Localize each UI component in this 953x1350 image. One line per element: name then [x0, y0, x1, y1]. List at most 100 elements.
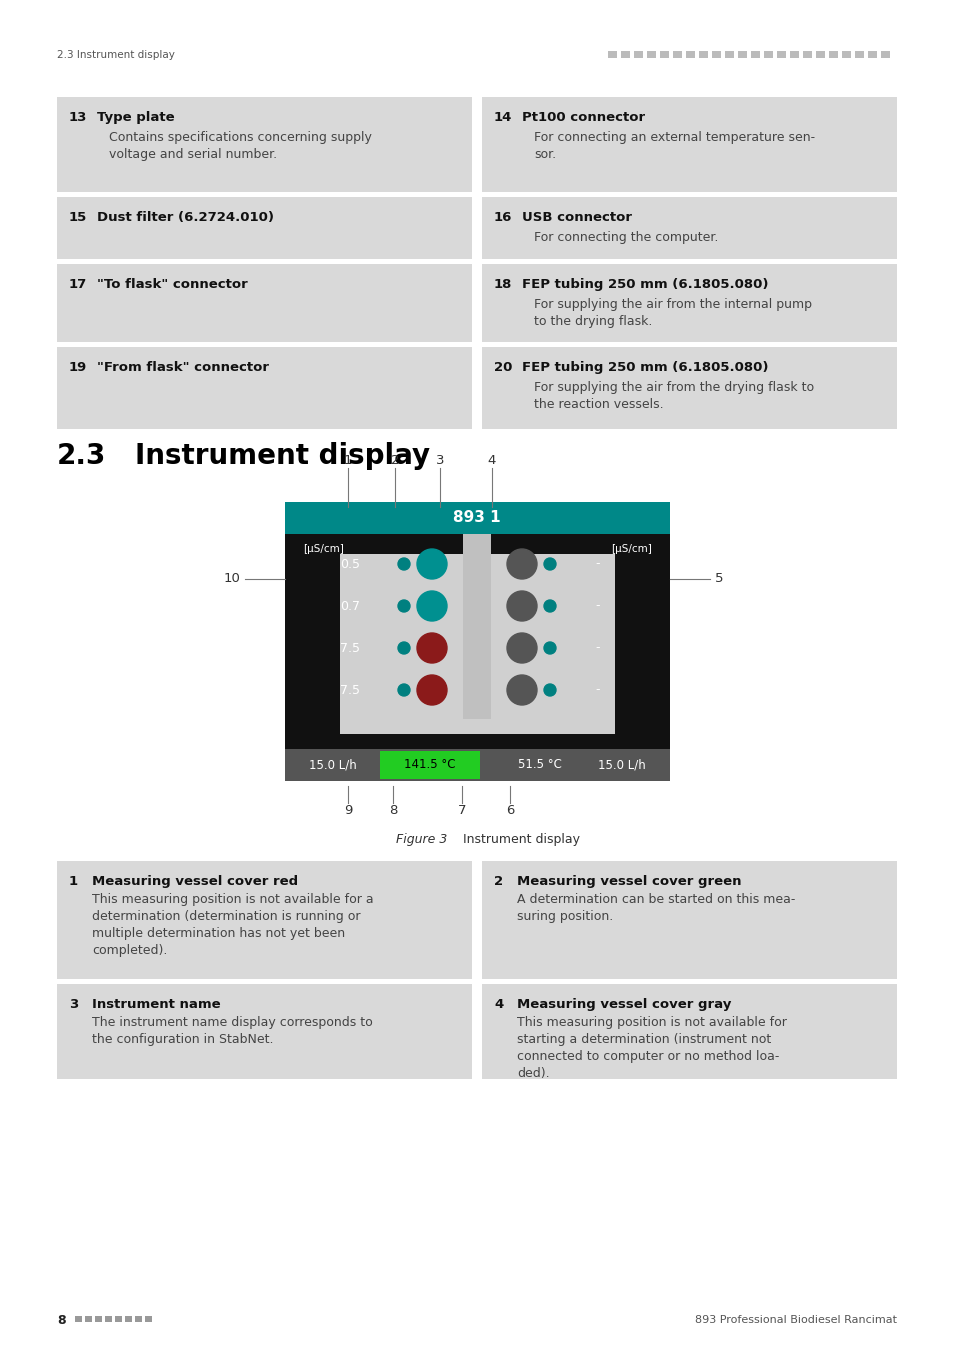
Text: Measuring vessel cover gray: Measuring vessel cover gray: [517, 998, 731, 1011]
Text: 5: 5: [714, 572, 722, 586]
Bar: [57, 97, 472, 192]
Circle shape: [397, 558, 410, 570]
Text: Figure 3: Figure 3: [395, 833, 447, 845]
Bar: [85, 1316, 91, 1322]
Bar: [57, 984, 472, 1079]
Bar: [57, 861, 472, 979]
Text: 19: 19: [69, 360, 87, 374]
Text: the reaction vessels.: the reaction vessels.: [534, 398, 663, 410]
Text: -: -: [595, 558, 599, 571]
Bar: [95, 1316, 102, 1322]
Bar: [763, 51, 772, 58]
Bar: [789, 51, 799, 58]
Bar: [724, 51, 733, 58]
Text: 4: 4: [487, 454, 496, 467]
Bar: [672, 51, 681, 58]
Text: -: -: [595, 641, 599, 655]
Text: For supplying the air from the internal pump: For supplying the air from the internal …: [534, 298, 811, 311]
Text: Type plate: Type plate: [97, 111, 174, 124]
Text: 15.0 L/h: 15.0 L/h: [598, 759, 645, 771]
Text: 15.0 L/h: 15.0 L/h: [309, 759, 356, 771]
Text: 3: 3: [69, 998, 78, 1011]
Text: "From flask" connector: "From flask" connector: [97, 360, 269, 374]
Text: 2.3: 2.3: [57, 441, 107, 470]
Bar: [379, 751, 479, 779]
Circle shape: [416, 675, 447, 705]
Circle shape: [397, 643, 410, 653]
Bar: [135, 1316, 142, 1322]
Text: Contains specifications concerning supply: Contains specifications concerning suppl…: [109, 131, 372, 144]
Bar: [285, 502, 669, 535]
Bar: [841, 51, 850, 58]
Text: voltage and serial number.: voltage and serial number.: [109, 148, 276, 161]
Bar: [57, 347, 472, 429]
Text: sor.: sor.: [534, 148, 556, 161]
Text: Pt100 connector: Pt100 connector: [521, 111, 644, 124]
Text: 1: 1: [343, 454, 352, 467]
Text: 15: 15: [69, 211, 87, 224]
Bar: [481, 984, 896, 1079]
Circle shape: [416, 591, 447, 621]
Text: For connecting the computer.: For connecting the computer.: [534, 231, 718, 244]
Text: 2: 2: [391, 454, 399, 467]
Text: For connecting an external temperature sen-: For connecting an external temperature s…: [534, 131, 814, 144]
Bar: [75, 1316, 82, 1322]
Bar: [125, 1316, 132, 1322]
Text: 8: 8: [57, 1314, 66, 1327]
Text: FEP tubing 250 mm (6.1805.080): FEP tubing 250 mm (6.1805.080): [521, 278, 768, 292]
Circle shape: [506, 591, 537, 621]
Circle shape: [506, 549, 537, 579]
Bar: [699, 51, 707, 58]
Bar: [481, 347, 896, 429]
Text: 893 1: 893 1: [453, 510, 500, 525]
Text: 7.5: 7.5: [339, 641, 359, 655]
Text: 51.5 °C: 51.5 °C: [517, 759, 561, 771]
Bar: [802, 51, 811, 58]
Bar: [854, 51, 863, 58]
Bar: [481, 265, 896, 342]
Text: determination (determination is running or: determination (determination is running …: [91, 910, 360, 923]
Bar: [115, 1316, 122, 1322]
Bar: [620, 51, 629, 58]
Circle shape: [397, 599, 410, 612]
Circle shape: [543, 643, 556, 653]
Bar: [145, 1316, 152, 1322]
Bar: [481, 97, 896, 192]
Text: -: -: [595, 683, 599, 697]
Bar: [285, 535, 669, 749]
Bar: [867, 51, 876, 58]
Text: Instrument display: Instrument display: [447, 833, 579, 845]
Text: completed).: completed).: [91, 944, 167, 957]
Circle shape: [543, 684, 556, 697]
Text: A determination can be started on this mea-: A determination can be started on this m…: [517, 892, 795, 906]
Text: Instrument display: Instrument display: [135, 441, 430, 470]
Circle shape: [506, 633, 537, 663]
Bar: [711, 51, 720, 58]
Text: 4: 4: [494, 998, 503, 1011]
Bar: [685, 51, 695, 58]
Text: 141.5 °C: 141.5 °C: [404, 759, 456, 771]
Text: 0.5: 0.5: [339, 558, 359, 571]
Bar: [880, 51, 889, 58]
Text: suring position.: suring position.: [517, 910, 613, 923]
Circle shape: [543, 599, 556, 612]
Text: [µS/cm]: [µS/cm]: [303, 544, 343, 554]
Text: [µS/cm]: [µS/cm]: [611, 544, 651, 554]
Bar: [738, 51, 746, 58]
Bar: [750, 51, 760, 58]
Text: connected to computer or no method loa-: connected to computer or no method loa-: [517, 1050, 779, 1062]
Text: 1: 1: [69, 875, 78, 888]
Text: 10: 10: [223, 572, 240, 586]
Bar: [646, 51, 656, 58]
Text: The instrument name display corresponds to: The instrument name display corresponds …: [91, 1017, 373, 1029]
Text: to the drying flask.: to the drying flask.: [534, 315, 652, 328]
Circle shape: [506, 675, 537, 705]
Bar: [481, 197, 896, 259]
Bar: [339, 554, 615, 734]
Text: 893 Professional Biodiesel Rancimat: 893 Professional Biodiesel Rancimat: [695, 1315, 896, 1324]
Text: FEP tubing 250 mm (6.1805.080): FEP tubing 250 mm (6.1805.080): [521, 360, 768, 374]
Text: starting a determination (instrument not: starting a determination (instrument not: [517, 1033, 770, 1046]
Bar: [815, 51, 824, 58]
Text: 7.5: 7.5: [339, 683, 359, 697]
Bar: [105, 1316, 112, 1322]
